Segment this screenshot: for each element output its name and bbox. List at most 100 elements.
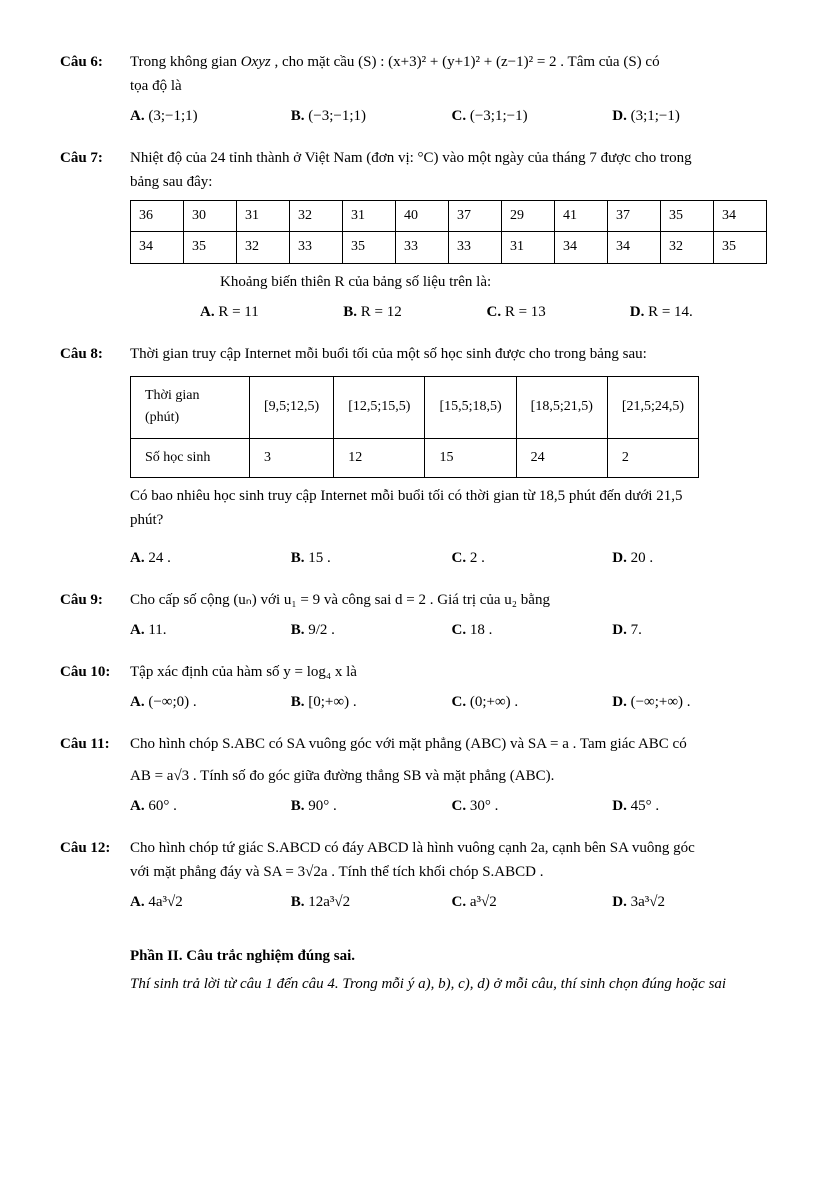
q8-int: [15,5;18,5) xyxy=(425,376,516,438)
q12-opt-a: A. 4a³√2 xyxy=(130,890,291,914)
q8-options: A. 24 . B. 15 . C. 2 . D. 20 . xyxy=(130,546,773,570)
q11-opt-a-text: 60° . xyxy=(148,798,177,814)
q11-label: Câu 11: xyxy=(60,732,130,824)
q7-opt-c-text: R = 13 xyxy=(505,304,546,320)
q6-text-c: tọa độ là xyxy=(130,74,773,98)
q8-count: 15 xyxy=(425,438,516,477)
q8-opt-b: B. 15 . xyxy=(291,546,452,570)
q6-text-a: Trong không gian xyxy=(130,54,241,70)
q7-body: Nhiệt độ của 24 tỉnh thành ở Việt Nam (đ… xyxy=(130,146,773,330)
q9-options: A. 11. B. 9/2 . C. 18 . D. 7. xyxy=(130,618,773,642)
q7-cell: 41 xyxy=(555,201,608,232)
q6-text-b: , cho mặt cầu (S) : (x+3)² + (y+1)² + (z… xyxy=(271,54,660,70)
q7-cell: 29 xyxy=(502,201,555,232)
q8-row-head: Thời gian (phút) [9,5;12,5) [12,5;15,5) … xyxy=(131,376,699,438)
q8-body: Thời gian truy cập Internet mỗi buổi tối… xyxy=(130,342,773,576)
q7-label: Câu 7: xyxy=(60,146,130,330)
q7-cell: 37 xyxy=(608,201,661,232)
q8-text-a: Thời gian truy cập Internet mỗi buổi tối… xyxy=(130,342,773,366)
q8-count: 24 xyxy=(516,438,607,477)
q6-oxyz: Oxyz xyxy=(241,54,271,70)
q10-text: Tập xác định của hàm số y = log₄ x là xyxy=(130,660,773,684)
q7-cell: 31 xyxy=(343,201,396,232)
q7-text-b: bảng sau đây: xyxy=(130,170,773,194)
q7-cell: 36 xyxy=(131,201,184,232)
section-note: Thí sinh trả lời từ câu 1 đến câu 4. Tro… xyxy=(130,972,773,996)
q8-table: Thời gian (phút) [9,5;12,5) [12,5;15,5) … xyxy=(130,376,699,478)
q7-cell: 35 xyxy=(661,201,714,232)
q6-opt-d: D. (3;1;−1) xyxy=(612,104,773,128)
q8-header2: Số học sinh xyxy=(131,438,250,477)
q7-cell: 33 xyxy=(290,232,343,263)
q7-cell: 34 xyxy=(608,232,661,263)
q7-options: A. R = 11 B. R = 12 C. R = 13 D. R = 14. xyxy=(200,300,773,324)
q10-opt-b-text: [0;+∞) . xyxy=(308,694,356,710)
q12-opt-d: D. 3a³√2 xyxy=(612,890,773,914)
q7-cell: 33 xyxy=(396,232,449,263)
q7-opt-b: B. R = 12 xyxy=(343,300,486,324)
q8-opt-a: A. 24 . xyxy=(130,546,291,570)
q12-opt-c-text: a³√2 xyxy=(470,894,497,910)
q6-opt-d-text: (3;1;−1) xyxy=(631,108,680,124)
q7-row1: 36 30 31 32 31 40 37 29 41 37 35 34 xyxy=(131,201,767,232)
q11-opt-d: D. 45° . xyxy=(612,794,773,818)
q12-opt-c: C. a³√2 xyxy=(452,890,613,914)
q6-opt-a: A. (3;−1;1) xyxy=(130,104,291,128)
q9-label: Câu 9: xyxy=(60,588,130,648)
q7-opt-a-text: R = 11 xyxy=(218,304,258,320)
q9-opt-c: C. 18 . xyxy=(452,618,613,642)
q11-opt-a: A. 60° . xyxy=(130,794,291,818)
q9-opt-d: D. 7. xyxy=(612,618,773,642)
q10-body: Tập xác định của hàm số y = log₄ x là A.… xyxy=(130,660,773,720)
q6-opt-b: B. (−3;−1;1) xyxy=(291,104,452,128)
q7-cell: 34 xyxy=(131,232,184,263)
q8-count: 3 xyxy=(250,438,334,477)
q8-int: [9,5;12,5) xyxy=(250,376,334,438)
q12-opt-b: B. 12a³√2 xyxy=(291,890,452,914)
q8-row-counts: Số học sinh 3 12 15 24 2 xyxy=(131,438,699,477)
q8-opt-a-text: 24 . xyxy=(148,550,171,566)
q6-text: Trong không gian Oxyz , cho mặt cầu (S) … xyxy=(130,50,773,74)
q12-opt-a-text: 4a³√2 xyxy=(148,894,182,910)
q8-int: [18,5;21,5) xyxy=(516,376,607,438)
q7-cell: 35 xyxy=(343,232,396,263)
q10-opt-d: D. (−∞;+∞) . xyxy=(612,690,773,714)
q10-opt-a-text: (−∞;0) . xyxy=(148,694,196,710)
q6-opt-a-text: (3;−1;1) xyxy=(148,108,197,124)
q11-opt-d-text: 45° . xyxy=(631,798,660,814)
q10-opt-b: B. [0;+∞) . xyxy=(291,690,452,714)
q12-body: Cho hình chóp tứ giác S.ABCD có đáy ABCD… xyxy=(130,836,773,920)
q9-opt-a-text: 11. xyxy=(148,622,166,638)
q6-opt-c-text: (−3;1;−1) xyxy=(470,108,528,124)
q12-opt-d-text: 3a³√2 xyxy=(631,894,665,910)
q9-body: Cho cấp số cộng (uₙ) với u₁ = 9 và công … xyxy=(130,588,773,648)
q7-cell: 37 xyxy=(449,201,502,232)
q7-opt-b-text: R = 12 xyxy=(361,304,402,320)
q8-label: Câu 8: xyxy=(60,342,130,576)
q7-opt-c: C. R = 13 xyxy=(487,300,630,324)
q7-cell: 40 xyxy=(396,201,449,232)
question-11: Câu 11: Cho hình chóp S.ABC có SA vuông … xyxy=(60,732,773,824)
q10-opt-c: C. (0;+∞) . xyxy=(452,690,613,714)
q6-opt-b-text: (−3;−1;1) xyxy=(308,108,366,124)
q8-count: 12 xyxy=(334,438,425,477)
q7-cell: 35 xyxy=(714,232,767,263)
q7-cell: 32 xyxy=(661,232,714,263)
q7-cell: 31 xyxy=(502,232,555,263)
q9-opt-c-text: 18 . xyxy=(470,622,493,638)
q8-opt-c-text: 2 . xyxy=(470,550,485,566)
q7-opt-d-text: R = 14. xyxy=(648,304,693,320)
q7-cell: 34 xyxy=(555,232,608,263)
q10-opt-a: A. (−∞;0) . xyxy=(130,690,291,714)
q8-opt-b-text: 15 . xyxy=(308,550,331,566)
q7-text-c: Khoảng biến thiên R của bảng số liệu trê… xyxy=(220,270,773,294)
q7-cell: 32 xyxy=(237,232,290,263)
q9-opt-a: A. 11. xyxy=(130,618,291,642)
q6-options: A. (3;−1;1) B. (−3;−1;1) C. (−3;1;−1) D.… xyxy=(130,104,773,128)
question-12: Câu 12: Cho hình chóp tứ giác S.ABCD có … xyxy=(60,836,773,920)
q11-opt-c: C. 30° . xyxy=(452,794,613,818)
question-7: Câu 7: Nhiệt độ của 24 tỉnh thành ở Việt… xyxy=(60,146,773,330)
q7-opt-d: D. R = 14. xyxy=(630,300,773,324)
q12-opt-b-text: 12a³√2 xyxy=(308,894,350,910)
q10-options: A. (−∞;0) . B. [0;+∞) . C. (0;+∞) . D. (… xyxy=(130,690,773,714)
